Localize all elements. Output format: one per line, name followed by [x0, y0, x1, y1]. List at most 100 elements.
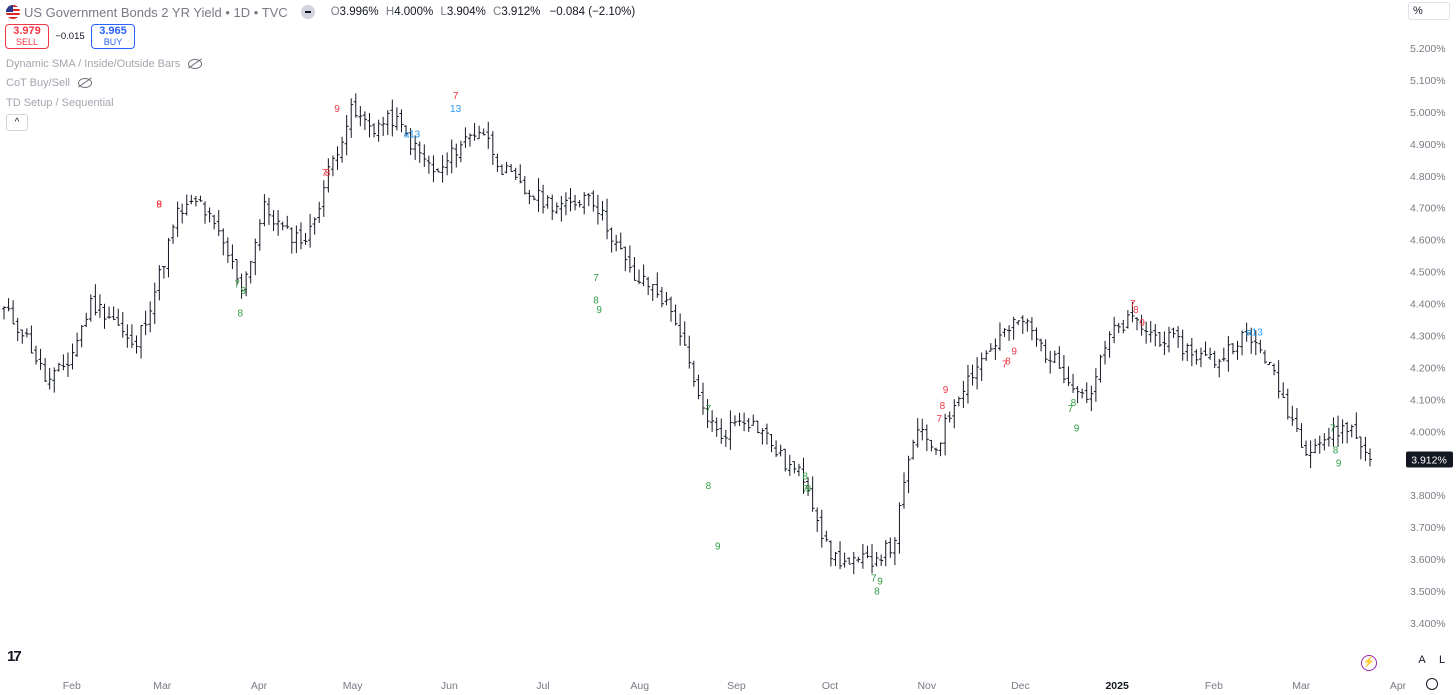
tradingview-logo-icon[interactable]: 17	[7, 648, 22, 665]
ohlc-bar	[527, 189, 532, 205]
y-tick-label: 4.500%	[1410, 267, 1446, 279]
indicator-label: TD Setup / Sequential	[6, 97, 114, 109]
ohlc-bar	[993, 338, 998, 360]
y-tick-label: 5.100%	[1410, 75, 1446, 87]
ohlc-bar	[52, 367, 57, 393]
ohlc-bar	[1354, 412, 1359, 440]
trade-panel: 3.979 SELL −0.015 3.965 BUY	[5, 24, 135, 49]
ohlc-bar	[1336, 415, 1341, 447]
ohlc-bar	[605, 198, 610, 240]
price-axis[interactable]: 5.200% 5.100% 5.000% 4.900% 4.800% 4.700% 4.60…	[1410, 43, 1446, 630]
ohlc-bar	[1176, 326, 1181, 348]
ohlc-bar	[751, 414, 756, 426]
ohlc-bar	[84, 312, 89, 328]
buy-button[interactable]: 3.965 BUY	[91, 24, 135, 49]
lightning-icon[interactable]: ⚡	[1361, 655, 1377, 671]
ohlc-bar	[65, 352, 70, 377]
ohlc-bar	[1144, 321, 1149, 344]
ohlc-bar	[79, 325, 84, 348]
ohlc-bar	[294, 225, 299, 254]
ohlc-values: O3.996% H4.000% L3.904% C3.912% −0.084 (…	[327, 6, 636, 18]
ohlc-bar	[545, 195, 550, 209]
ohlc-bar	[1240, 330, 1245, 356]
ohlc-bar	[888, 537, 893, 558]
x-tick-label: Aug	[630, 680, 649, 692]
ohlc-bar	[367, 112, 372, 138]
ohlc-bar	[120, 311, 125, 338]
ohlc-bar	[742, 412, 747, 432]
gear-icon[interactable]	[1426, 678, 1438, 690]
td-marker: 7	[593, 273, 599, 284]
ohlc-bar	[175, 201, 180, 237]
x-tick-label: Sep	[727, 680, 746, 692]
series-dot-icon[interactable]	[300, 5, 315, 19]
y-tick-label: 5.200%	[1410, 43, 1446, 55]
ohlc-bar	[641, 264, 646, 287]
ohlc-bar	[933, 447, 938, 455]
y-tick-label: 4.700%	[1410, 203, 1446, 215]
symbol-title[interactable]: US Government Bonds 2 YR Yield • 1D • TV…	[24, 4, 288, 20]
ohlc-bar	[577, 199, 582, 208]
ohlc-bar	[1262, 350, 1267, 364]
y-tick-label: 4.900%	[1410, 139, 1446, 151]
ohlc-bar	[1180, 329, 1185, 361]
td-marker: 7	[234, 280, 240, 291]
td-marker: 9	[1011, 347, 1017, 358]
ohlc-bar	[1212, 350, 1217, 369]
ohlc-bar	[20, 329, 25, 344]
log-scale-button[interactable]: L	[1438, 654, 1446, 666]
last-price-marker: 3.912%	[1406, 451, 1453, 468]
ohlc-bar	[609, 227, 614, 253]
ohlc-bar	[1061, 355, 1066, 384]
ohlc-bar	[637, 269, 642, 285]
ohlc-bar	[166, 237, 171, 278]
ohlc-bar	[253, 238, 258, 276]
ohlc-bar	[189, 194, 194, 205]
ohlc-bar	[422, 144, 427, 168]
ohlc-bar	[988, 343, 993, 352]
x-tick-label: Jul	[536, 680, 549, 692]
eye-hidden-icon[interactable]	[188, 59, 203, 69]
change-value: −0.084 (−2.10%)	[549, 6, 636, 18]
time-axis[interactable]: Feb Mar Apr May Jun Jul Aug Sep Oct Nov Dec 2025 Feb…	[63, 680, 1407, 692]
ohlc-bar	[230, 244, 235, 270]
ohlc-bar	[184, 194, 189, 216]
ohlc-bar	[984, 350, 989, 361]
ohlc-bar	[956, 396, 961, 407]
td-marker: 8	[706, 481, 712, 492]
ohlc-bar	[1299, 423, 1304, 448]
sell-button[interactable]: 3.979 SELL	[5, 24, 49, 49]
ohlc-bar	[1340, 419, 1345, 444]
us-flag-icon	[6, 5, 20, 19]
indicator-dynamic-sma[interactable]: Dynamic SMA / Inside/Outside Bars	[6, 58, 203, 70]
ohlc-bar	[1084, 382, 1089, 404]
ohlc-bar	[810, 476, 815, 512]
ohlc-bar	[573, 194, 578, 211]
ohlc-bar	[947, 411, 952, 423]
chevron-up-icon[interactable]: ^	[6, 114, 28, 131]
ohlc-bar	[399, 109, 404, 133]
ohlc-bar	[1244, 322, 1249, 342]
ohlc-bar	[1075, 385, 1080, 404]
ohlc-bar	[673, 304, 678, 326]
ohlc-bar	[207, 207, 212, 223]
ohlc-bar	[394, 107, 399, 131]
indicator-cot[interactable]: CoT Buy/Sell	[6, 77, 92, 89]
last-price-label: 3.912%	[1411, 454, 1447, 466]
indicator-td-setup[interactable]: TD Setup / Sequential	[6, 97, 114, 109]
ohlc-bar	[792, 461, 797, 474]
eye-hidden-icon[interactable]	[78, 78, 92, 88]
ohlc-bar	[851, 552, 856, 575]
ohlc-bar	[682, 321, 687, 346]
scale-mode-button[interactable]: %	[1408, 2, 1450, 20]
ohlc-bar	[1363, 436, 1368, 462]
ohlc-bar	[883, 539, 888, 567]
indicator-label: CoT Buy/Sell	[6, 77, 70, 89]
td-marker: 9	[805, 484, 811, 495]
ohlc-bar	[924, 424, 929, 452]
ohlc-bar	[381, 116, 386, 136]
auto-scale-button[interactable]: A	[1418, 654, 1426, 666]
ohlc-bar	[728, 410, 733, 450]
ohlc-bar	[737, 412, 742, 426]
